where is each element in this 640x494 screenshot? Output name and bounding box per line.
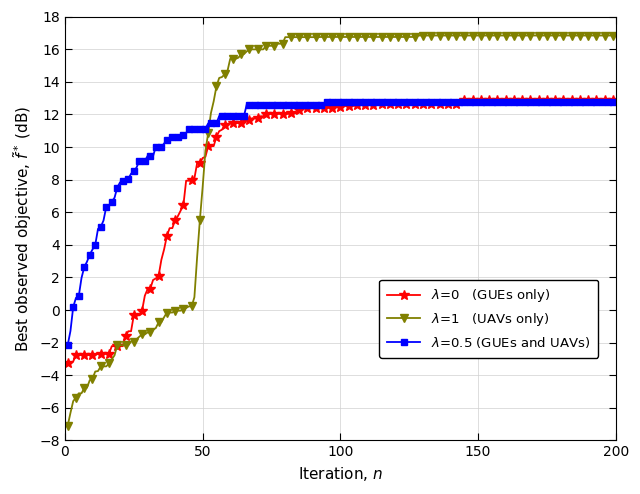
X-axis label: Iteration, $n$: Iteration, $n$ xyxy=(298,465,383,483)
$\lambda$=0.5 (GUEs and UAVs) xyxy=(587,99,595,105)
Line: $\lambda$=1   (UAVs only): $\lambda$=1 (UAVs only) xyxy=(63,31,620,430)
$\lambda$=1   (UAVs only) xyxy=(64,423,72,429)
$\lambda$=1   (UAVs only) xyxy=(612,33,620,39)
$\lambda$=0   (GUEs only) xyxy=(97,351,104,357)
$\lambda$=0.5 (GUEs and UAVs) xyxy=(64,342,72,348)
$\lambda$=0.5 (GUEs and UAVs) xyxy=(568,99,575,105)
Line: $\lambda$=0   (GUEs only): $\lambda$=0 (GUEs only) xyxy=(63,95,621,368)
$\lambda$=0.5 (GUEs and UAVs) xyxy=(612,99,620,105)
$\lambda$=1   (UAVs only) xyxy=(86,377,93,383)
$\lambda$=0   (GUEs only) xyxy=(166,225,173,231)
$\lambda$=0   (GUEs only) xyxy=(584,97,592,103)
$\lambda$=0   (GUEs only) xyxy=(210,143,218,149)
$\lambda$=0.5 (GUEs and UAVs) xyxy=(86,251,93,257)
$\lambda$=1   (UAVs only) xyxy=(413,33,421,39)
$\lambda$=0.5 (GUEs and UAVs) xyxy=(210,121,218,126)
$\lambda$=0   (GUEs only) xyxy=(565,97,573,103)
$\lambda$=0   (GUEs only) xyxy=(612,97,620,103)
$\lambda$=1   (UAVs only) xyxy=(587,33,595,39)
$\lambda$=1   (UAVs only) xyxy=(210,98,218,104)
$\lambda$=1   (UAVs only) xyxy=(97,364,104,370)
Y-axis label: Best observed objective, $\tilde{f}^*$ (dB): Best observed objective, $\tilde{f}^*$ (… xyxy=(11,105,34,352)
$\lambda$=0.5 (GUEs and UAVs) xyxy=(166,137,173,143)
$\lambda$=1   (UAVs only) xyxy=(166,310,173,316)
Line: $\lambda$=0.5 (GUEs and UAVs): $\lambda$=0.5 (GUEs and UAVs) xyxy=(64,98,620,349)
$\lambda$=0   (GUEs only) xyxy=(86,352,93,358)
$\lambda$=0.5 (GUEs and UAVs) xyxy=(97,224,104,230)
$\lambda$=0   (GUEs only) xyxy=(609,97,617,103)
Legend: $\lambda$=0   (GUEs only), $\lambda$=1   (UAVs only), $\lambda$=0.5 (GUEs and UA: $\lambda$=0 (GUEs only), $\lambda$=1 (UA… xyxy=(380,280,598,358)
$\lambda$=1   (UAVs only) xyxy=(568,33,575,39)
$\lambda$=0   (GUEs only) xyxy=(64,361,72,367)
$\lambda$=0.5 (GUEs and UAVs) xyxy=(323,99,330,105)
